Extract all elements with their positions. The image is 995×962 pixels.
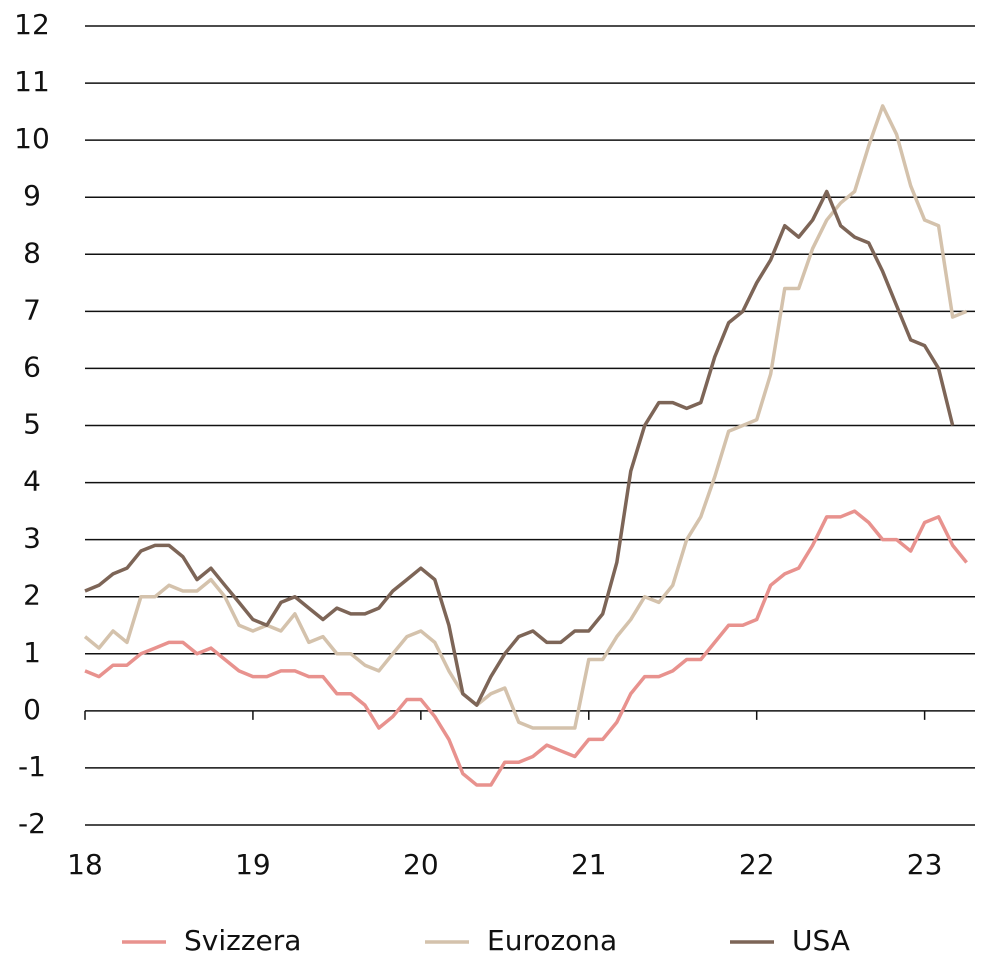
legend-label: Eurozona <box>487 924 617 957</box>
y-tick-label: 4 <box>23 465 41 498</box>
y-tick-label: -2 <box>18 807 46 840</box>
y-tick-label: 11 <box>14 65 50 98</box>
y-tick-label: 10 <box>14 122 50 155</box>
y-tick-label: 9 <box>23 179 41 212</box>
y-tick-label: 8 <box>23 236 41 269</box>
x-tick-label: 18 <box>67 848 103 881</box>
y-tick-label: -1 <box>18 750 46 783</box>
y-tick-label: 2 <box>23 579 41 612</box>
series-line <box>84 509 968 787</box>
y-tick-label: 7 <box>23 293 41 326</box>
y-tick-label: 0 <box>23 693 41 726</box>
y-tick-label: 3 <box>23 522 41 555</box>
series-line <box>84 189 955 707</box>
x-tick-label: 22 <box>739 848 775 881</box>
x-tick-label: 19 <box>235 848 271 881</box>
legend-label: USA <box>792 924 850 957</box>
x-tick-label: 21 <box>571 848 607 881</box>
y-tick-label: 5 <box>23 408 41 441</box>
series-line <box>83 104 968 730</box>
y-tick-label: 12 <box>14 8 50 41</box>
y-tick-label: 1 <box>23 636 41 669</box>
x-tick-label: 20 <box>403 848 439 881</box>
y-tick-label: 6 <box>23 350 41 383</box>
legend-label: Svizzera <box>184 924 301 957</box>
x-tick-label: 23 <box>907 848 943 881</box>
